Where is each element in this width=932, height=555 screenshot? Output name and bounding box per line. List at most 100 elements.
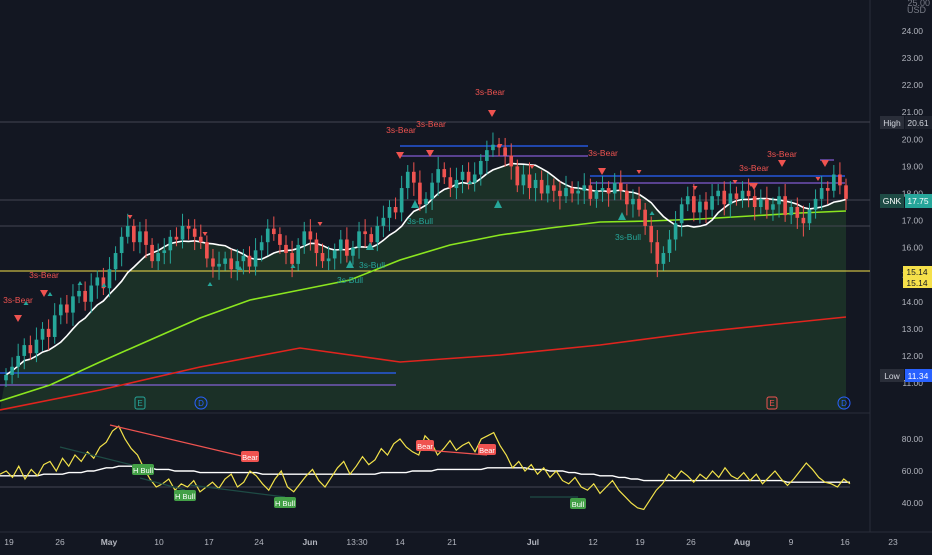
candle[interactable] [509, 143, 514, 180]
candle[interactable] [241, 248, 246, 275]
candle[interactable] [515, 159, 520, 193]
candle[interactable] [71, 284, 75, 326]
candle[interactable] [235, 248, 240, 281]
candle[interactable] [673, 211, 678, 251]
event-marker[interactable]: D [837, 396, 851, 410]
candle[interactable] [813, 189, 818, 219]
bull-triangle-icon[interactable] [494, 200, 502, 208]
candle[interactable] [679, 197, 684, 237]
candle[interactable] [180, 213, 185, 249]
candle[interactable] [229, 248, 234, 279]
candle[interactable] [345, 227, 349, 263]
event-marker[interactable]: D [194, 396, 208, 410]
candle[interactable] [752, 189, 757, 221]
candle[interactable] [387, 200, 392, 232]
candle[interactable] [46, 319, 51, 351]
candle[interactable] [552, 178, 556, 202]
candle[interactable] [582, 173, 587, 205]
candle[interactable] [527, 162, 532, 200]
candle[interactable] [34, 327, 39, 363]
candle[interactable] [436, 156, 440, 196]
candle[interactable] [332, 243, 337, 270]
candle[interactable] [655, 230, 660, 278]
bear-triangle-icon[interactable] [14, 315, 22, 322]
candle[interactable] [801, 205, 806, 237]
candle[interactable] [338, 230, 343, 264]
candle[interactable] [58, 297, 63, 325]
candle[interactable] [716, 183, 720, 206]
bull-triangle-icon[interactable] [618, 212, 626, 220]
candle[interactable] [710, 183, 714, 217]
bear-triangle-icon[interactable] [488, 110, 496, 117]
candle[interactable] [405, 165, 410, 200]
event-marker[interactable]: E [766, 396, 778, 410]
bear-triangle-icon[interactable] [426, 150, 434, 157]
candle[interactable] [746, 178, 751, 208]
candle[interactable] [357, 221, 361, 259]
candle[interactable] [10, 357, 14, 384]
candle[interactable] [217, 251, 221, 280]
candle[interactable] [704, 192, 708, 223]
candle[interactable] [564, 175, 568, 203]
candle[interactable] [661, 246, 666, 271]
candle[interactable] [320, 243, 325, 268]
candle[interactable] [314, 232, 319, 267]
candle[interactable] [28, 335, 33, 360]
candle[interactable] [448, 167, 453, 197]
time-axis[interactable]: 19 26 May 10 17 24 Jun 13:30 14 21 Jul 12 19 26 Aug 9 16… [4, 537, 898, 547]
candle[interactable] [162, 238, 167, 265]
candle[interactable] [478, 154, 483, 186]
candle[interactable] [545, 173, 550, 203]
candle[interactable] [692, 183, 696, 222]
candle[interactable] [247, 246, 252, 274]
bull-divergence-badge[interactable]: H Bull [274, 497, 296, 508]
candle[interactable] [819, 175, 824, 210]
candle[interactable] [442, 162, 447, 184]
candle[interactable] [198, 224, 203, 249]
candle[interactable] [503, 137, 507, 167]
candle[interactable] [533, 173, 538, 202]
candle[interactable] [558, 181, 562, 210]
candle[interactable] [125, 213, 130, 244]
candle[interactable] [631, 189, 635, 218]
candle[interactable] [570, 181, 574, 203]
candle[interactable] [107, 257, 112, 298]
rsi-axis[interactable]: 80.00 60.00 40.00 [902, 434, 924, 508]
candle[interactable] [825, 181, 830, 205]
candle[interactable] [326, 246, 331, 271]
candle[interactable] [351, 240, 355, 265]
candle[interactable] [40, 322, 45, 351]
candle[interactable] [22, 338, 27, 370]
candle[interactable] [186, 219, 191, 240]
bear-triangle-icon[interactable] [396, 152, 404, 159]
candle[interactable] [168, 230, 173, 264]
candle[interactable] [594, 181, 599, 208]
candle[interactable] [491, 132, 495, 157]
bull-triangle-icon[interactable] [346, 260, 354, 268]
candle[interactable] [393, 197, 398, 220]
candle[interactable] [838, 162, 842, 195]
candle[interactable] [101, 267, 106, 295]
candle[interactable] [16, 343, 20, 378]
candle[interactable] [265, 219, 270, 256]
bull-divergence-badge[interactable]: H Bull [174, 490, 196, 501]
candle[interactable] [150, 238, 154, 268]
candle[interactable] [65, 295, 69, 324]
candle[interactable] [138, 221, 142, 254]
bear-divergence-badge[interactable]: Bear [416, 440, 434, 451]
bear-divergence-badge[interactable]: Bear [478, 444, 496, 455]
event-marker[interactable]: E [134, 396, 146, 410]
candle[interactable] [649, 216, 654, 254]
candle[interactable] [588, 178, 593, 206]
candle[interactable] [521, 165, 526, 195]
candle[interactable] [205, 235, 209, 268]
candle[interactable] [765, 186, 769, 219]
candle[interactable] [844, 178, 848, 210]
candle[interactable] [399, 175, 404, 222]
candle[interactable] [83, 281, 87, 311]
candle[interactable] [740, 181, 745, 208]
candle[interactable] [192, 219, 197, 251]
candle[interactable] [95, 270, 100, 299]
candle[interactable] [643, 202, 647, 235]
